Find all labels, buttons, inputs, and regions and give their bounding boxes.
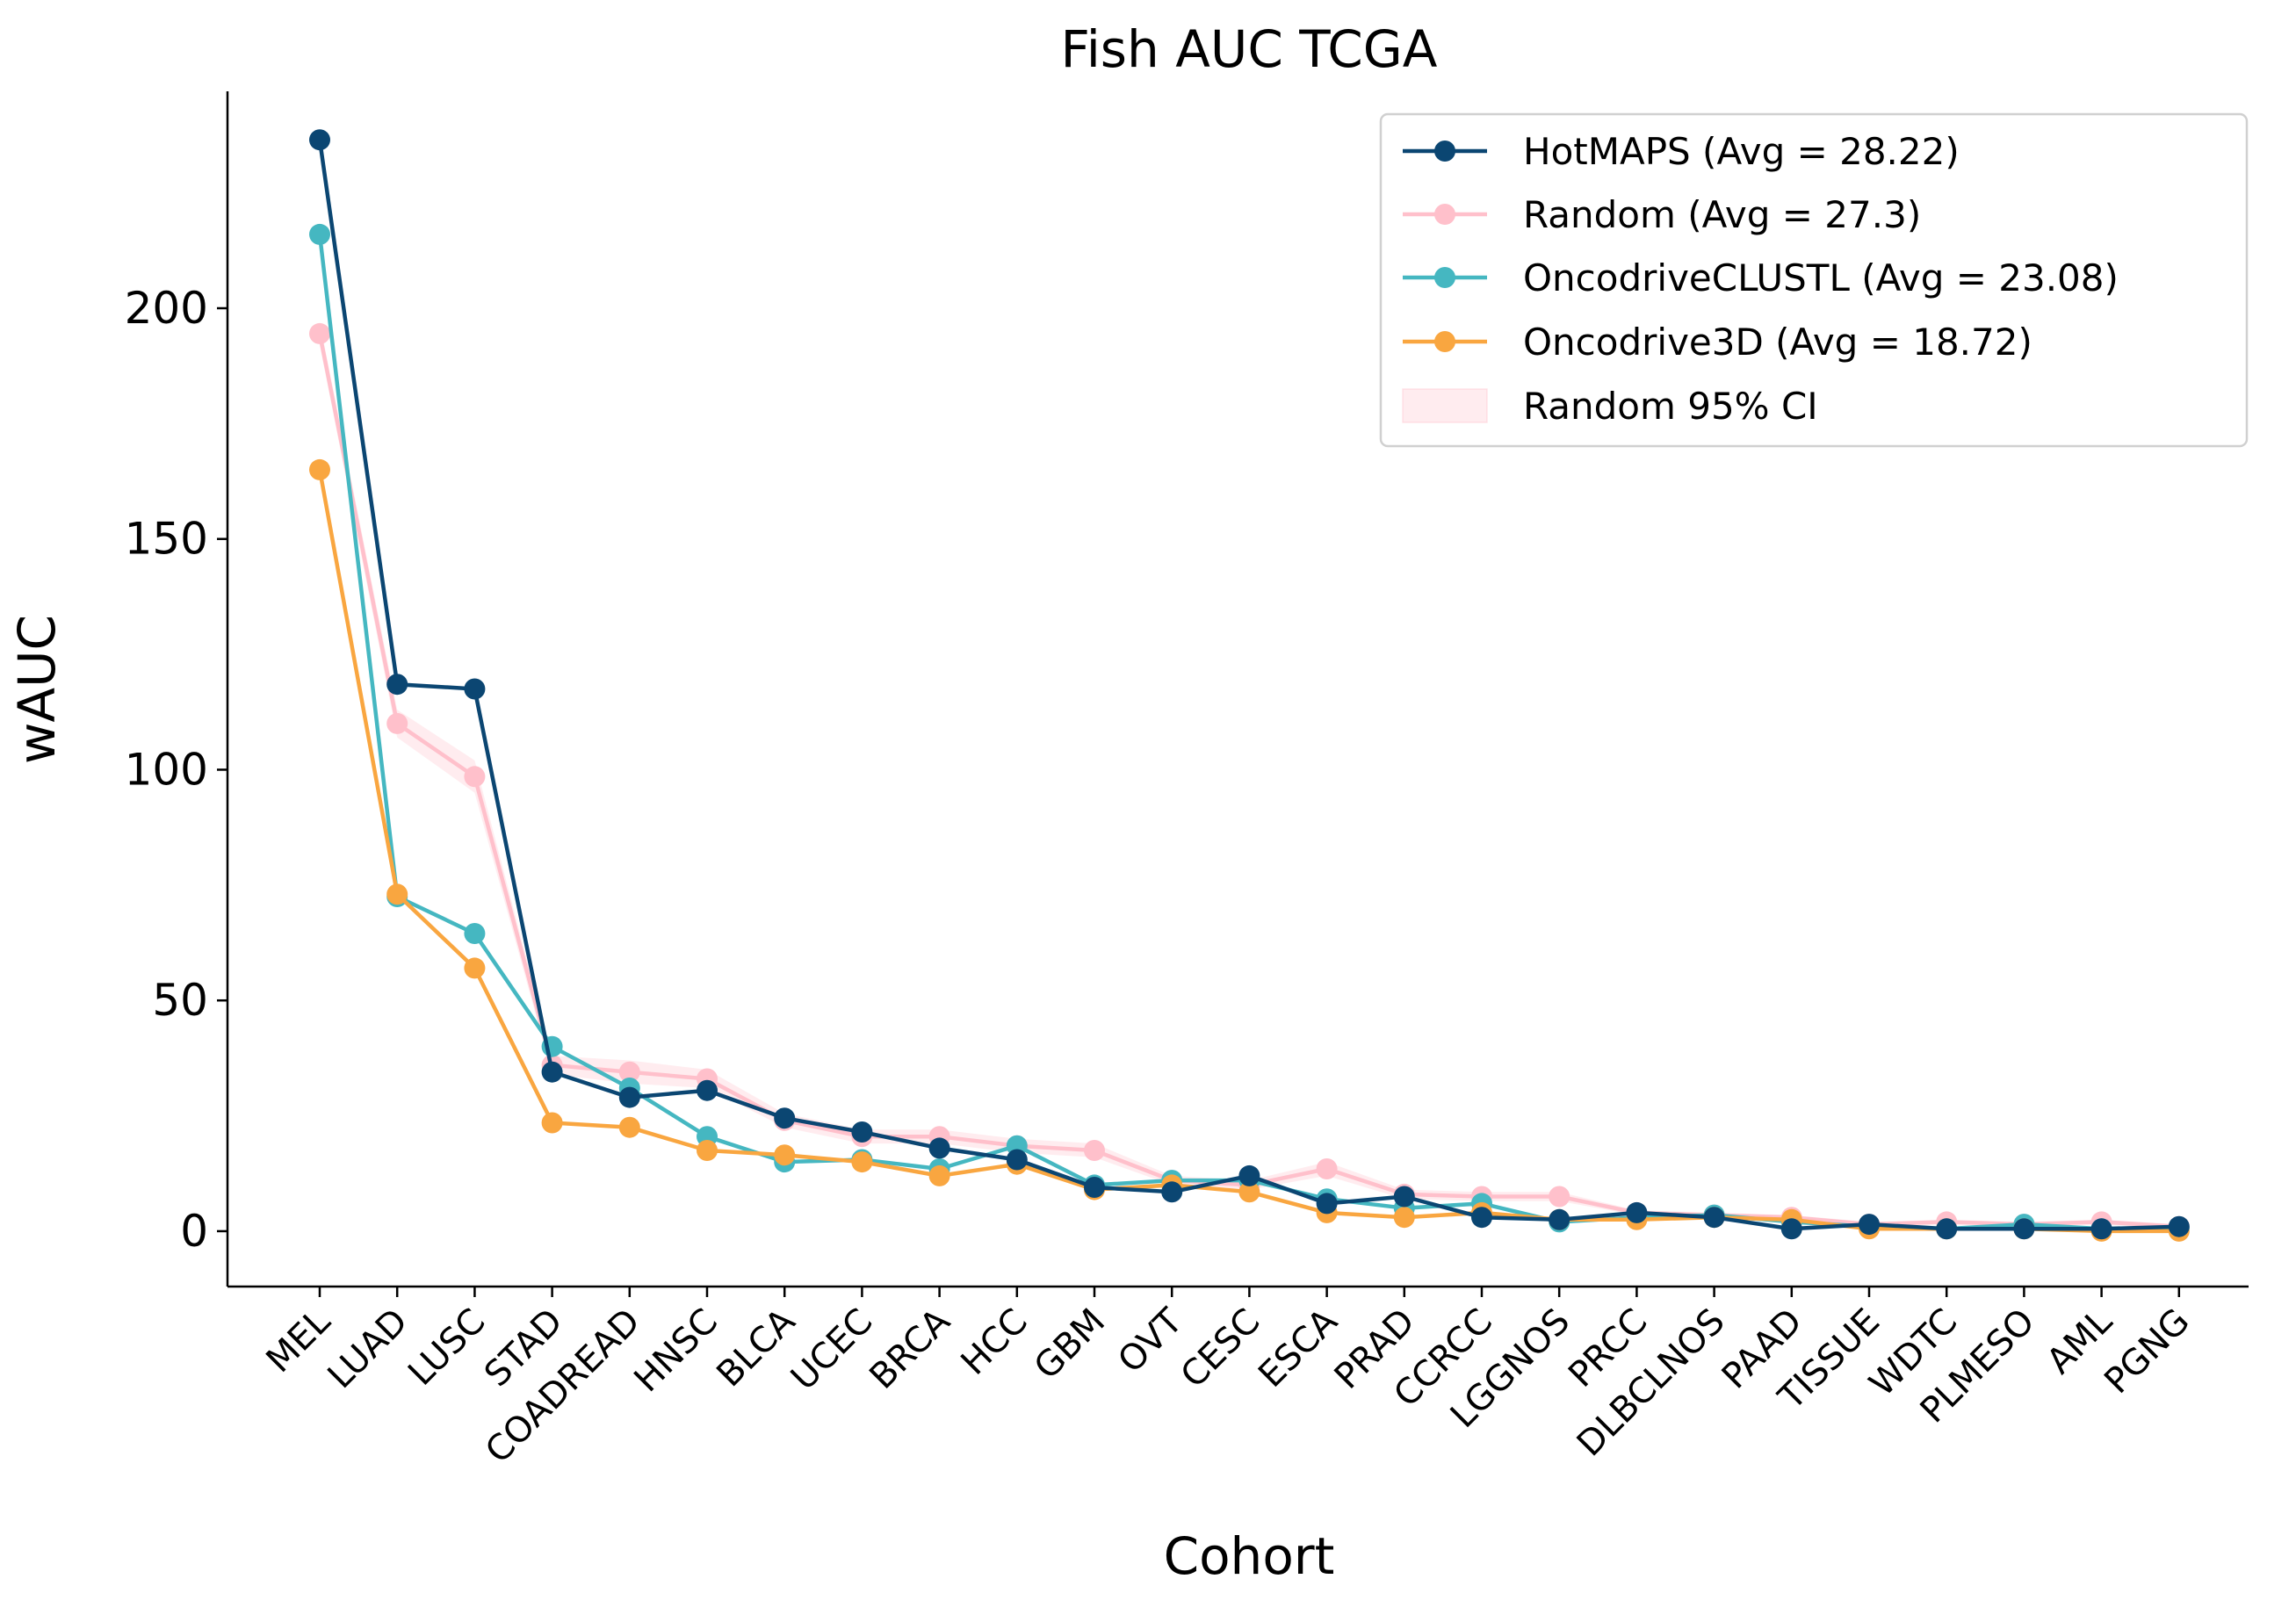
oncodrive3d-series [309, 458, 2190, 1242]
random-point [464, 766, 486, 788]
random-series [309, 322, 2190, 1237]
hotmaps-point [1084, 1177, 1105, 1198]
x-tick-label: UCEC [783, 1301, 881, 1399]
random-point [386, 712, 408, 734]
y-tick-label: 200 [125, 283, 208, 334]
legend-label: HotMAPS (Avg = 28.22) [1523, 130, 1960, 173]
axes [226, 91, 2249, 1288]
oncodrive3d-line [317, 469, 2179, 1234]
hotmaps-point [1238, 1164, 1260, 1186]
oncodrive3d-point [697, 1140, 718, 1161]
random-point [1084, 1140, 1105, 1161]
legend-label: Random (Avg = 27.3) [1523, 193, 1921, 236]
x-axis-ticks: MELLUADLUSCSTADCOADREADHNSCBLCAUCECBRCAH… [259, 1287, 2198, 1471]
random-point [1549, 1186, 1570, 1208]
x-tick-label: PGNG [2097, 1301, 2198, 1402]
hotmaps-point [1936, 1218, 1958, 1240]
y-tick-label: 150 [125, 514, 208, 565]
random-line [317, 333, 2179, 1229]
x-tick-label: HNSC [626, 1301, 726, 1401]
oncodriveclustl-point [309, 223, 330, 245]
hotmaps-point [386, 674, 408, 696]
x-axis-label: Cohort [1164, 1526, 1335, 1586]
legend-item-hotmaps: HotMAPS (Avg = 28.22) [1403, 130, 1960, 173]
y-tick-label: 50 [152, 975, 208, 1026]
legend-label: OncodriveCLUSTL (Avg = 23.08) [1523, 256, 2119, 299]
oncodrive3d-point [1238, 1181, 1260, 1203]
random-point [309, 322, 330, 344]
legend-item-oncodrive3d: Oncodrive3D (Avg = 18.72) [1403, 321, 2032, 364]
hotmaps-point [1626, 1201, 1648, 1223]
legend-item-oncodriveclustl: OncodriveCLUSTL (Avg = 23.08) [1403, 256, 2119, 299]
oncodrive3d-point [464, 957, 486, 979]
x-tick-label: HCC [954, 1301, 1036, 1383]
legend-item-random: Random (Avg = 27.3) [1403, 193, 1921, 236]
chart-title: Fish AUC TCGA [1061, 19, 1438, 79]
oncodrive3d-point [774, 1144, 796, 1166]
y-tick-label: 0 [180, 1206, 208, 1257]
legend: HotMAPS (Avg = 28.22) Random (Avg = 27.3)… [1379, 112, 2249, 448]
oncodrive3d-point [309, 458, 330, 480]
x-tick-label: CESC [1173, 1301, 1268, 1396]
hotmaps-point [1161, 1181, 1183, 1203]
hotmaps-point [541, 1061, 563, 1083]
hotmaps-point [1780, 1218, 1802, 1240]
legend-label: Oncodrive3D (Avg = 18.72) [1523, 321, 2032, 364]
y-tick-label: 100 [125, 744, 208, 795]
oncodrive3d-point [618, 1116, 640, 1138]
x-tick-label: LUSC [401, 1301, 493, 1394]
hotmaps-point [1006, 1149, 1028, 1171]
hotmaps-point [464, 678, 486, 700]
hotmaps-point [2013, 1218, 2035, 1240]
hotmaps-point [1703, 1207, 1725, 1229]
oncodrive3d-point [928, 1164, 950, 1186]
y-axis-label: wAUC [7, 615, 67, 764]
legend-item-random-95-ci: Random 95% CI [1402, 385, 1818, 428]
legend-swatch-marker [1434, 331, 1455, 352]
hotmaps-point [2090, 1218, 2112, 1240]
legend-swatch-marker [1434, 204, 1455, 225]
oncodrive3d-point [1393, 1207, 1415, 1229]
legend-swatch [1402, 388, 1488, 423]
hotmaps-series [309, 129, 2190, 1240]
x-tick-label: ESCA [1251, 1301, 1346, 1395]
x-tick-label: BRCA [862, 1301, 958, 1397]
x-tick-label: LUAD [321, 1301, 416, 1397]
hotmaps-point [851, 1121, 873, 1143]
hotmaps-point [697, 1079, 718, 1101]
random-point [1316, 1158, 1338, 1179]
oncodrive3d-point [851, 1151, 873, 1173]
hotmaps-point [309, 129, 330, 151]
legend-swatch-marker [1434, 267, 1455, 288]
x-tick-label: BLCA [709, 1301, 803, 1395]
hotmaps-point [1316, 1193, 1338, 1215]
hotmaps-point [2168, 1215, 2190, 1237]
oncodriveclustl-point [464, 923, 486, 944]
hotmaps-point [774, 1107, 796, 1129]
legend-swatch-marker [1434, 141, 1455, 162]
hotmaps-point [1549, 1208, 1570, 1230]
legend-box [1379, 112, 2249, 448]
hotmaps-point [618, 1086, 640, 1108]
plot-area [309, 129, 2190, 1242]
oncodrive3d-point [541, 1112, 563, 1134]
legend-label: Random 95% CI [1523, 385, 1818, 428]
oncodrive3d-point [386, 883, 408, 905]
hotmaps-point [928, 1137, 950, 1159]
random-ci-band [320, 321, 2179, 1229]
hotmaps-point [1393, 1186, 1415, 1208]
hotmaps-point [1471, 1207, 1492, 1229]
x-tick-label: GBM [1027, 1301, 1113, 1388]
hotmaps-point [1859, 1214, 1880, 1236]
random-point [618, 1061, 640, 1083]
y-axis-ticks: 0 50 100 150 200 [125, 283, 227, 1257]
